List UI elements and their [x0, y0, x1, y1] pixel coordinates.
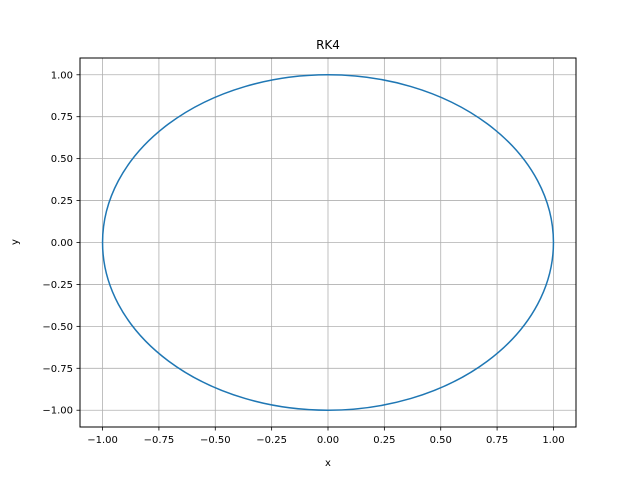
- series-layer: [101, 74, 555, 411]
- chart-title: RK4: [316, 38, 340, 52]
- rk4-trajectory-line: [101, 74, 555, 411]
- ticks: −1.00 −0.75 −0.50 −0.25 0.00 0.25 0.50 0.75 1.00…: [42, 70, 564, 446]
- y-tick-label: −1.00: [42, 406, 73, 417]
- x-tick-label: −0.75: [144, 435, 175, 446]
- x-tick-label: 0.00: [317, 435, 339, 446]
- x-tick-label: −0.25: [256, 435, 287, 446]
- y-tick-label: −0.75: [42, 364, 73, 375]
- x-tick-label: −1.00: [87, 435, 118, 446]
- y-tick-label: −0.25: [42, 280, 73, 291]
- x-tick-label: 0.50: [430, 435, 452, 446]
- y-axis-label: y: [10, 239, 21, 245]
- y-tick-label: −0.50: [42, 322, 73, 333]
- x-tick-label: 1.00: [542, 435, 564, 446]
- y-tick-label: 1.00: [51, 70, 73, 81]
- x-tick-label: −0.50: [200, 435, 231, 446]
- y-tick-label: 0.00: [51, 238, 73, 249]
- x-tick-label: 0.25: [373, 435, 395, 446]
- y-tick-label: 0.75: [51, 112, 73, 123]
- x-axis-label: x: [325, 458, 331, 469]
- x-tick-label: 0.75: [486, 435, 508, 446]
- y-tick-label: 0.50: [51, 154, 73, 165]
- y-tick-label: 0.25: [51, 196, 73, 207]
